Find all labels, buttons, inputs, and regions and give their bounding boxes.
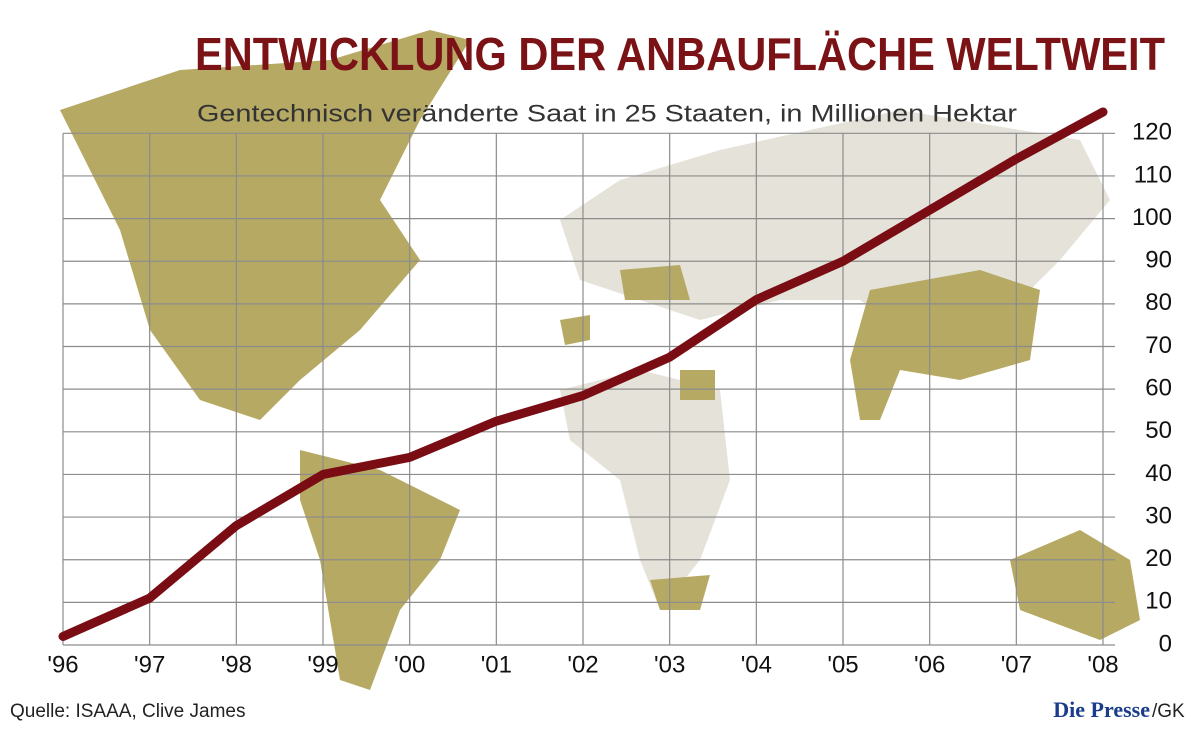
y-tick-label: 100 — [1132, 204, 1172, 231]
x-tick-label: '04 — [741, 651, 772, 678]
y-tick-label: 60 — [1145, 375, 1172, 402]
y-tick-label: 110 — [1134, 161, 1172, 188]
y-tick-label: 90 — [1145, 247, 1172, 274]
logo: Die Presse — [1053, 697, 1150, 722]
y-tick-label: 70 — [1145, 332, 1172, 359]
x-tick-label: '07 — [1001, 651, 1032, 678]
y-tick-label: 20 — [1145, 545, 1172, 572]
world-map-background — [60, 30, 1140, 690]
y-tick-label: 40 — [1145, 460, 1172, 487]
y-tick-label: 0 — [1159, 630, 1172, 657]
x-tick-label: '06 — [914, 651, 945, 678]
x-tick-label: '97 — [134, 651, 165, 678]
x-tick-label: '96 — [47, 651, 78, 678]
y-tick-label: 120 — [1132, 119, 1172, 146]
x-tick-label: '98 — [221, 651, 252, 678]
x-tick-label: '01 — [481, 651, 512, 678]
y-tick-label: 30 — [1145, 502, 1172, 529]
logo-suffix: /GK — [1152, 701, 1185, 722]
x-tick-label: '99 — [307, 651, 338, 678]
x-tick-label: '03 — [654, 651, 685, 678]
x-tick-label: '00 — [394, 651, 425, 678]
data-line — [58, 107, 1108, 641]
x-tick-label: '08 — [1087, 651, 1118, 678]
chart-subtitle: Gentechnisch veränderte Saat in 25 Staat… — [197, 100, 1017, 127]
y-tick-label: 10 — [1145, 588, 1172, 615]
y-tick-label: 50 — [1145, 417, 1172, 444]
source-note: Quelle: ISAAA, Clive James — [10, 701, 245, 722]
x-tick-label: '05 — [827, 651, 858, 678]
y-tick-label: 80 — [1145, 289, 1172, 316]
x-tick-label: '02 — [567, 651, 598, 678]
chart-title: ENTWICKLUNG DER ANBAUFLÄCHE WELTWEIT — [195, 28, 1165, 80]
